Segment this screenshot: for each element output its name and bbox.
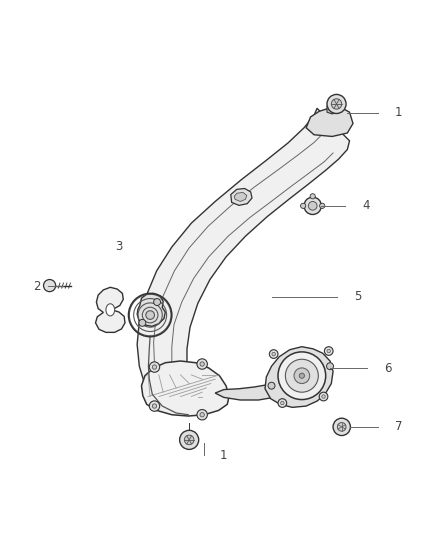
Text: 3: 3 [115, 240, 123, 254]
Circle shape [152, 404, 156, 408]
Circle shape [319, 203, 324, 208]
Circle shape [145, 311, 154, 319]
Circle shape [304, 197, 321, 214]
Circle shape [138, 319, 145, 326]
Circle shape [153, 298, 160, 305]
Circle shape [309, 193, 314, 199]
Polygon shape [305, 108, 352, 136]
Circle shape [269, 350, 277, 358]
Polygon shape [234, 192, 246, 201]
Polygon shape [137, 293, 165, 326]
Text: 1: 1 [394, 106, 402, 119]
Circle shape [300, 203, 305, 208]
Circle shape [324, 346, 332, 356]
Text: 7: 7 [394, 421, 402, 433]
Circle shape [321, 395, 325, 398]
Polygon shape [265, 346, 332, 407]
Circle shape [280, 401, 283, 405]
Circle shape [149, 362, 159, 372]
Circle shape [271, 352, 275, 356]
Circle shape [307, 201, 316, 210]
Circle shape [326, 94, 345, 114]
Polygon shape [95, 287, 125, 333]
Polygon shape [326, 103, 337, 114]
Circle shape [318, 392, 327, 401]
Circle shape [197, 359, 207, 369]
Circle shape [299, 373, 304, 378]
Circle shape [277, 352, 325, 400]
Circle shape [337, 423, 345, 431]
Polygon shape [141, 361, 229, 416]
Text: 6: 6 [383, 362, 391, 375]
Circle shape [184, 435, 194, 445]
Circle shape [268, 382, 274, 389]
Circle shape [331, 99, 341, 109]
Circle shape [43, 279, 56, 292]
Ellipse shape [106, 304, 114, 316]
Circle shape [179, 430, 198, 449]
Circle shape [285, 359, 318, 392]
Circle shape [326, 363, 333, 370]
Polygon shape [215, 384, 288, 400]
Circle shape [326, 349, 330, 353]
Circle shape [332, 418, 350, 435]
Text: 1: 1 [219, 449, 226, 462]
Circle shape [293, 368, 309, 384]
Circle shape [197, 409, 207, 420]
Text: 2: 2 [33, 279, 41, 293]
Circle shape [277, 399, 286, 407]
Polygon shape [230, 189, 251, 205]
Circle shape [152, 365, 156, 369]
Text: 4: 4 [362, 199, 369, 212]
Polygon shape [137, 108, 349, 410]
Circle shape [200, 362, 204, 366]
Circle shape [200, 413, 204, 417]
Text: 5: 5 [353, 290, 360, 303]
Circle shape [149, 401, 159, 411]
